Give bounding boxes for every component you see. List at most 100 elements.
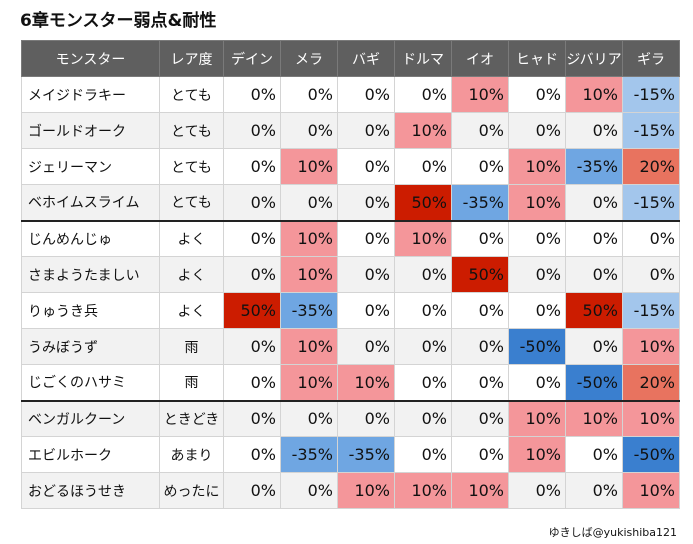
table-row: メイジドラキー とても 0% 0% 0% 0% 10% 0% 10% -15% — [21, 76, 680, 113]
resistance-cell: 0% — [280, 76, 338, 113]
resistance-cell: 0% — [451, 399, 509, 437]
resistance-cell: 0% — [565, 436, 623, 473]
resistance-cell: 10% — [622, 328, 680, 365]
resistance-cell: 10% — [622, 399, 680, 437]
resistance-cell: 0% — [394, 436, 452, 473]
resistance-cell: 10% — [508, 184, 566, 221]
column-header: バギ — [337, 40, 395, 77]
resistance-cell: 0% — [394, 328, 452, 365]
resistance-cell: -50% — [622, 436, 680, 473]
rarity-cell: よく — [159, 219, 224, 257]
resistance-cell: 0% — [565, 472, 623, 509]
resistance-cell: 0% — [337, 184, 395, 221]
resistance-cell: 10% — [337, 364, 395, 401]
table-row: ベホイムスライム とても 0% 0% 0% 50% -35% 10% 0% -15% — [21, 184, 680, 221]
resistance-cell: 0% — [223, 76, 281, 113]
monster-name: りゅうき兵 — [21, 292, 160, 329]
resistance-cell: 0% — [508, 472, 566, 509]
resistance-cell: 10% — [451, 472, 509, 509]
resistance-cell: 10% — [394, 472, 452, 509]
resistance-cell: 10% — [508, 148, 566, 185]
resistance-cell: 10% — [280, 148, 338, 185]
table-row: ベンガルクーン ときどき 0% 0% 0% 0% 0% 10% 10% 10% — [21, 399, 680, 437]
rarity-cell: 雨 — [159, 364, 224, 401]
resistance-cell: 0% — [451, 219, 509, 257]
resistance-cell: 50% — [394, 184, 452, 221]
resistance-cell: 0% — [508, 364, 566, 401]
resistance-cell: 0% — [508, 219, 566, 257]
resistance-cell: 0% — [223, 112, 281, 149]
resistance-cell: 0% — [337, 148, 395, 185]
resistance-cell: 0% — [394, 256, 452, 293]
resistance-cell: 50% — [223, 292, 281, 329]
resistance-cell: -15% — [622, 184, 680, 221]
resistance-cell: 0% — [565, 219, 623, 257]
resistance-cell: 0% — [451, 364, 509, 401]
rarity-cell: よく — [159, 292, 224, 329]
resistance-cell: 0% — [394, 399, 452, 437]
resistance-cell: 0% — [280, 472, 338, 509]
resistance-cell: -35% — [337, 436, 395, 473]
resistance-cell: 0% — [508, 76, 566, 113]
resistance-cell: 0% — [223, 148, 281, 185]
rarity-cell: 雨 — [159, 328, 224, 365]
resistance-cell: 0% — [337, 399, 395, 437]
monster-name: さまようたましい — [21, 256, 160, 293]
resistance-cell: 0% — [337, 76, 395, 113]
column-header: ギラ — [622, 40, 680, 77]
column-header: ヒャド — [508, 40, 566, 77]
resistance-cell: 10% — [280, 256, 338, 293]
column-header: モンスター — [21, 40, 160, 77]
rarity-cell: ときどき — [159, 399, 224, 437]
resistance-cell: 0% — [394, 148, 452, 185]
table-row: じごくのハサミ雨 0% 10% 10% 0% 0% 0% -50% 20% — [21, 364, 680, 401]
resistance-cell: 0% — [223, 184, 281, 221]
rarity-cell: よく — [159, 256, 224, 293]
resistance-cell: -35% — [565, 148, 623, 185]
table-row: じんめんじゅ よく 0% 10% 0% 10% 0% 0% 0% 0% — [21, 219, 680, 257]
resistance-cell: 0% — [451, 112, 509, 149]
table-row: おどるほうせき めったに 0% 0% 10% 10% 10% 0% 0% 10% — [21, 472, 680, 509]
table-row: ゴールドオーク とても 0% 0% 0% 10% 0% 0% 0% -15% — [21, 112, 680, 149]
credit-text: ゆきしば@yukishiba121 — [548, 526, 677, 539]
monster-name: エビルホーク — [21, 436, 160, 473]
rarity-cell: とても — [159, 148, 224, 185]
resistance-cell: 0% — [223, 256, 281, 293]
monster-name: うみぼうず — [21, 328, 160, 365]
column-header: ジバリア — [565, 40, 623, 77]
resistance-cell: 0% — [622, 256, 680, 293]
resistance-cell: 0% — [337, 256, 395, 293]
resistance-cell: 0% — [337, 219, 395, 257]
resistance-cell: 0% — [223, 436, 281, 473]
table-row: エビルホーク あまり 0% -35% -35% 0% 0% 10% 0% -50% — [21, 436, 680, 473]
rarity-cell: とても — [159, 112, 224, 149]
monster-name: ベンガルクーン — [21, 399, 160, 437]
table-row: さまようたましい よく 0% 10% 0% 0% 50% 0% 0% 0% — [21, 256, 680, 293]
resistance-cell: 50% — [451, 256, 509, 293]
resistance-cell: 0% — [223, 328, 281, 365]
resistance-cell: 0% — [451, 148, 509, 185]
resistance-cell: 0% — [337, 112, 395, 149]
resistance-cell: -15% — [622, 292, 680, 329]
rarity-cell: めったに — [159, 472, 224, 509]
resistance-cell: 10% — [565, 76, 623, 113]
page-title: 6章モンスター弱点&耐性 — [20, 11, 217, 31]
monster-name: じんめんじゅ — [21, 219, 160, 257]
resistance-cell: 0% — [622, 219, 680, 257]
rarity-cell: とても — [159, 76, 224, 113]
resistance-cell: 0% — [451, 436, 509, 473]
resistance-cell: 10% — [280, 364, 338, 401]
resistance-cell: 0% — [394, 292, 452, 329]
resistance-cell: 0% — [565, 112, 623, 149]
resistance-cell: 10% — [280, 328, 338, 365]
resistance-cell: 0% — [394, 364, 452, 401]
resistance-cell: 0% — [337, 292, 395, 329]
resistance-cell: -35% — [280, 292, 338, 329]
resistance-cell: 0% — [280, 399, 338, 437]
resistance-cell: 50% — [565, 292, 623, 329]
column-header: レア度 — [159, 40, 224, 77]
resistance-cell: 10% — [508, 436, 566, 473]
resistance-cell: 10% — [394, 112, 452, 149]
resistance-cell: 10% — [565, 399, 623, 437]
header-row: モンスター レア度 デイン メラ バギ ドルマ イオ ヒャド ジバリア ギラ — [21, 40, 680, 77]
